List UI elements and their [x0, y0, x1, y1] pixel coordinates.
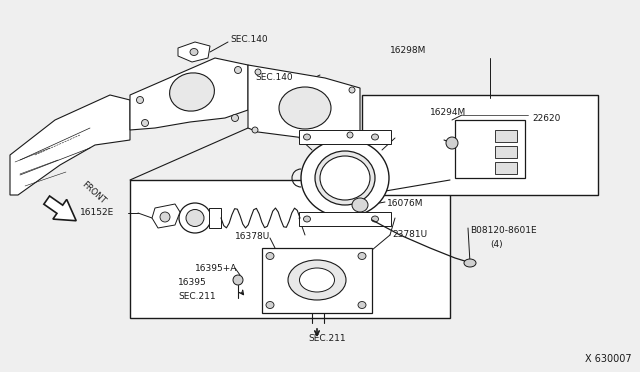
Bar — [495, 130, 517, 142]
Ellipse shape — [320, 156, 370, 200]
Ellipse shape — [234, 67, 241, 74]
Ellipse shape — [303, 216, 310, 222]
Text: 16395+A: 16395+A — [195, 264, 237, 273]
Ellipse shape — [352, 198, 368, 212]
Text: 16152E: 16152E — [80, 208, 115, 217]
Polygon shape — [130, 58, 248, 130]
Ellipse shape — [186, 209, 204, 227]
Polygon shape — [44, 196, 76, 221]
Bar — [455, 120, 525, 178]
Bar — [495, 146, 517, 158]
Polygon shape — [10, 95, 130, 195]
Ellipse shape — [136, 96, 143, 103]
Ellipse shape — [160, 212, 170, 222]
Text: SEC.140: SEC.140 — [255, 73, 292, 82]
Text: 16076M: 16076M — [387, 199, 424, 208]
Text: 16298M: 16298M — [390, 46, 426, 55]
Ellipse shape — [303, 134, 310, 140]
Ellipse shape — [266, 301, 274, 308]
Ellipse shape — [371, 216, 378, 222]
Ellipse shape — [233, 275, 243, 285]
Ellipse shape — [464, 259, 476, 267]
Ellipse shape — [347, 132, 353, 138]
Ellipse shape — [315, 151, 375, 205]
Text: B08120-8601E: B08120-8601E — [470, 226, 536, 235]
Text: SEC.140: SEC.140 — [230, 35, 268, 44]
Text: 16294M: 16294M — [430, 108, 467, 117]
Ellipse shape — [446, 137, 458, 149]
Polygon shape — [178, 42, 210, 62]
Ellipse shape — [371, 134, 378, 140]
Ellipse shape — [141, 119, 148, 126]
Ellipse shape — [232, 115, 239, 122]
Ellipse shape — [170, 73, 214, 111]
Ellipse shape — [279, 87, 331, 129]
Polygon shape — [152, 204, 180, 228]
Text: FRONT: FRONT — [80, 180, 108, 206]
Bar — [299, 130, 391, 144]
Ellipse shape — [190, 48, 198, 55]
Ellipse shape — [179, 203, 211, 233]
Bar — [495, 162, 517, 174]
Ellipse shape — [288, 260, 346, 300]
Ellipse shape — [255, 69, 261, 75]
Ellipse shape — [349, 87, 355, 93]
Ellipse shape — [358, 253, 366, 260]
Ellipse shape — [301, 139, 389, 217]
Text: 16378U: 16378U — [235, 232, 270, 241]
Text: 22620: 22620 — [532, 114, 561, 123]
Text: SEC.211: SEC.211 — [178, 292, 216, 301]
Bar — [209, 208, 221, 228]
Bar — [362, 95, 598, 195]
Text: SEC.211: SEC.211 — [308, 334, 346, 343]
Ellipse shape — [358, 301, 366, 308]
Text: 16395: 16395 — [178, 278, 207, 287]
Ellipse shape — [266, 253, 274, 260]
Bar — [262, 248, 372, 313]
Bar — [299, 212, 391, 226]
Ellipse shape — [252, 127, 258, 133]
Polygon shape — [248, 65, 360, 140]
Text: (4): (4) — [490, 240, 502, 249]
Bar — [130, 180, 450, 318]
Text: 23781U: 23781U — [392, 230, 427, 239]
Ellipse shape — [300, 268, 335, 292]
Text: X 630007: X 630007 — [586, 354, 632, 364]
